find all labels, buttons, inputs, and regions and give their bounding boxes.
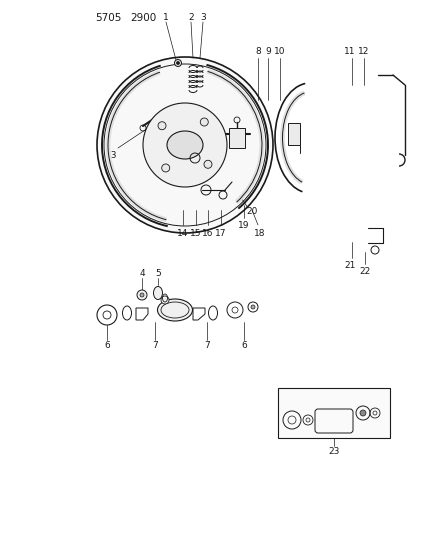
Circle shape <box>204 160 212 168</box>
Text: 21: 21 <box>344 261 356 270</box>
Text: 16: 16 <box>202 229 214 238</box>
Circle shape <box>161 296 169 304</box>
Circle shape <box>158 122 166 130</box>
Text: 13: 13 <box>106 150 118 159</box>
Text: 2900: 2900 <box>130 13 156 23</box>
Text: 20: 20 <box>246 207 258 216</box>
Text: 6: 6 <box>104 342 110 351</box>
Text: 22: 22 <box>360 266 371 276</box>
Text: 3: 3 <box>200 13 206 22</box>
Circle shape <box>97 57 273 233</box>
Text: 19: 19 <box>238 222 250 230</box>
Text: 1: 1 <box>163 13 169 22</box>
Circle shape <box>140 293 144 297</box>
Text: 23: 23 <box>328 448 340 456</box>
Circle shape <box>360 410 366 416</box>
Bar <box>229 128 245 148</box>
Text: 18: 18 <box>254 229 266 238</box>
Bar <box>288 123 300 145</box>
Circle shape <box>143 103 227 187</box>
Ellipse shape <box>158 299 193 321</box>
Bar <box>278 388 390 438</box>
Text: 17: 17 <box>215 229 227 238</box>
Circle shape <box>162 164 170 172</box>
Text: 2: 2 <box>188 13 194 22</box>
Text: 14: 14 <box>177 229 189 238</box>
Circle shape <box>251 305 255 309</box>
Ellipse shape <box>154 287 163 300</box>
Circle shape <box>175 60 181 67</box>
Text: 5: 5 <box>155 270 161 279</box>
Text: 10: 10 <box>274 47 286 56</box>
Text: 5705: 5705 <box>95 13 121 23</box>
Text: 9: 9 <box>265 47 271 56</box>
Circle shape <box>176 61 179 64</box>
Text: 6: 6 <box>241 342 247 351</box>
Ellipse shape <box>167 131 203 159</box>
Text: 4: 4 <box>139 270 145 279</box>
Circle shape <box>137 290 147 300</box>
Text: 15: 15 <box>190 229 202 238</box>
Circle shape <box>200 118 208 126</box>
Text: 11: 11 <box>344 47 356 56</box>
Text: 7: 7 <box>152 342 158 351</box>
Text: 8: 8 <box>255 47 261 56</box>
Text: 12: 12 <box>358 47 370 56</box>
Text: 7: 7 <box>204 342 210 351</box>
